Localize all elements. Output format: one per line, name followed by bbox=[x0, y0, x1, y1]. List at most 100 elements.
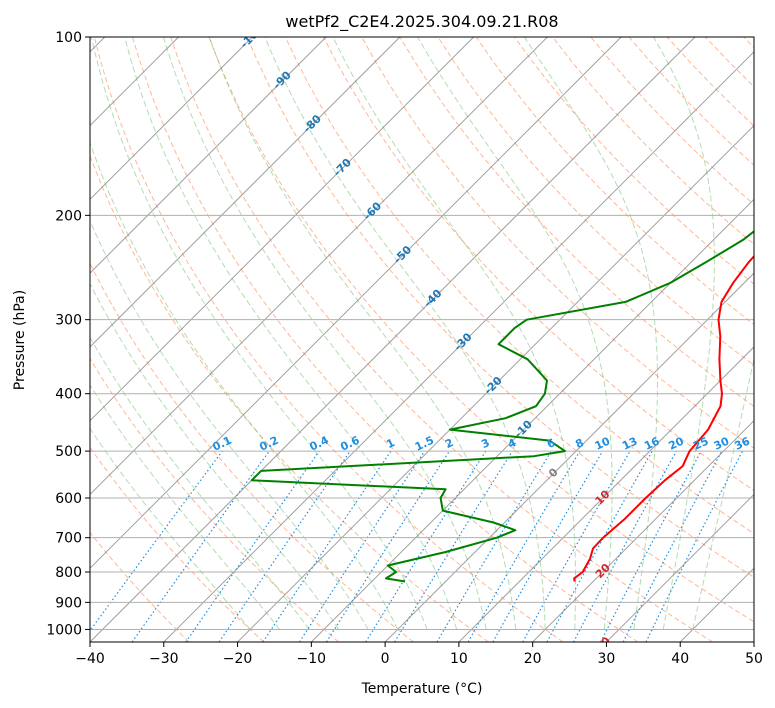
isotherm-line bbox=[90, 37, 253, 201]
moist-adiabat bbox=[163, 37, 487, 630]
isotherm-line bbox=[458, 346, 754, 642]
isotherm-line bbox=[237, 124, 754, 642]
isotherm-line bbox=[310, 198, 754, 642]
moist-adiabat bbox=[332, 37, 576, 630]
dry-adiabat bbox=[90, 357, 339, 642]
mixing-ratio-label: 4 bbox=[506, 436, 519, 451]
x-tick-label: 50 bbox=[745, 651, 763, 667]
dry-adiabat bbox=[552, 37, 754, 245]
y-axis-label: Pressure (hPa) bbox=[12, 290, 28, 390]
moist-adiabat bbox=[692, 356, 754, 630]
dry-adiabat bbox=[132, 37, 639, 642]
mixing-ratio-line bbox=[299, 450, 426, 642]
x-tick-label: 10 bbox=[450, 651, 468, 667]
plot-frame bbox=[89, 36, 755, 643]
series-lines bbox=[250, 230, 754, 583]
mixing-ratio-label: 10 bbox=[593, 434, 613, 452]
mixing-ratio-line bbox=[262, 450, 392, 642]
moist-adiabat bbox=[653, 37, 715, 630]
y-tick-label: 300 bbox=[55, 313, 82, 329]
mixing-ratio-line bbox=[185, 450, 320, 642]
dry-adiabat bbox=[437, 37, 754, 366]
isotherm-line bbox=[90, 37, 327, 274]
mixing-ratio-label: 36 bbox=[733, 434, 753, 452]
x-tick-label: 20 bbox=[524, 651, 542, 667]
dry-adiabat bbox=[323, 37, 754, 492]
x-tick-label: −40 bbox=[75, 651, 105, 667]
mixing-ratio-line bbox=[522, 450, 631, 642]
mixing-ratio-label: 13 bbox=[620, 435, 639, 453]
isotherm-line bbox=[532, 419, 754, 642]
y-tick-label: 400 bbox=[55, 387, 82, 403]
mixing-ratio-label: 30 bbox=[712, 434, 732, 452]
series-line bbox=[573, 254, 754, 582]
isoline-labels: -100-90-80-70-60-50-40-30-20-10010203040… bbox=[211, 37, 753, 654]
moist-adiabat bbox=[90, 427, 251, 630]
isotherm-line bbox=[90, 37, 475, 422]
moist-adiabat bbox=[90, 219, 369, 630]
x-tick-label: 40 bbox=[671, 651, 689, 667]
dry-adiabat-label: 30 bbox=[593, 634, 613, 654]
dry-adiabat bbox=[93, 37, 564, 642]
moist-adiabat bbox=[90, 37, 428, 630]
x-tick-label: −20 bbox=[223, 651, 253, 667]
x-tick-label: −10 bbox=[297, 651, 327, 667]
isotherm-line bbox=[90, 37, 696, 642]
dry-adiabat bbox=[208, 37, 754, 623]
isotherm-line bbox=[384, 272, 754, 642]
isotherm-line bbox=[606, 493, 754, 642]
x-tick-label: 30 bbox=[598, 651, 616, 667]
mixing-ratio-line bbox=[325, 450, 450, 642]
mixing-ratio-line bbox=[394, 450, 513, 642]
mixing-ratio-line bbox=[218, 450, 351, 642]
y-tick-label: 700 bbox=[55, 531, 82, 547]
mixing-ratio-line bbox=[90, 450, 223, 632]
y-tick-label: 600 bbox=[55, 491, 82, 507]
y-tick-label: 500 bbox=[55, 444, 82, 460]
mixing-ratio-line bbox=[436, 450, 552, 642]
y-tick-label: 1000 bbox=[46, 622, 82, 638]
mixing-ratio-line bbox=[622, 450, 723, 642]
chart-title: wetPf2_C2E4.2025.304.09.21.R08 bbox=[285, 12, 558, 32]
isotherm-line bbox=[163, 51, 754, 642]
moist-adiabat bbox=[124, 37, 458, 630]
mixing-ratio-label: 25 bbox=[691, 435, 710, 453]
y-tick-label: 100 bbox=[55, 30, 82, 46]
background-lines bbox=[90, 37, 754, 642]
dry-adiabat bbox=[90, 531, 190, 642]
dry-adiabat bbox=[284, 37, 754, 535]
x-axis: −40 −30 −20 −10 0 10 20 30 40 50 bbox=[75, 642, 763, 667]
y-tick-label: 900 bbox=[55, 595, 82, 611]
series-line bbox=[250, 230, 754, 583]
dry-adiabat bbox=[170, 37, 713, 642]
moist-adiabat bbox=[523, 37, 658, 630]
x-tick-label: 0 bbox=[381, 651, 390, 667]
mixing-ratio-label: 1 bbox=[384, 436, 396, 451]
isotherm-line bbox=[753, 641, 754, 642]
isotherm-line bbox=[90, 37, 622, 569]
x-axis-label: Temperature (°C) bbox=[361, 681, 483, 697]
grid-lines bbox=[90, 37, 754, 642]
moist-adiabat bbox=[90, 384, 280, 630]
y-axis: 100 200 300 400 500 600 700 800 900 1000 bbox=[46, 30, 90, 638]
dry-adiabat bbox=[90, 446, 265, 642]
mixing-ratio-label: 16 bbox=[642, 434, 662, 452]
dry-adiabat bbox=[743, 37, 754, 49]
moist-adiabat bbox=[209, 37, 517, 630]
mixing-ratio-line bbox=[131, 450, 270, 642]
x-tick-label: −30 bbox=[149, 651, 179, 667]
mixing-ratio-line bbox=[572, 450, 677, 642]
y-tick-label: 200 bbox=[55, 208, 82, 224]
dry-adiabat bbox=[628, 37, 754, 166]
moist-adiabat bbox=[90, 336, 310, 630]
dry-adiabat bbox=[361, 37, 754, 449]
mixing-ratio-label: 20 bbox=[667, 434, 687, 452]
dry-adiabat bbox=[90, 262, 414, 642]
dry-adiabat bbox=[90, 154, 489, 642]
isotherm-line bbox=[90, 37, 548, 496]
y-tick-label: 800 bbox=[55, 565, 82, 581]
dry-adiabat bbox=[590, 37, 754, 206]
moist-adiabat bbox=[264, 37, 546, 630]
moist-adiabat bbox=[417, 37, 613, 630]
